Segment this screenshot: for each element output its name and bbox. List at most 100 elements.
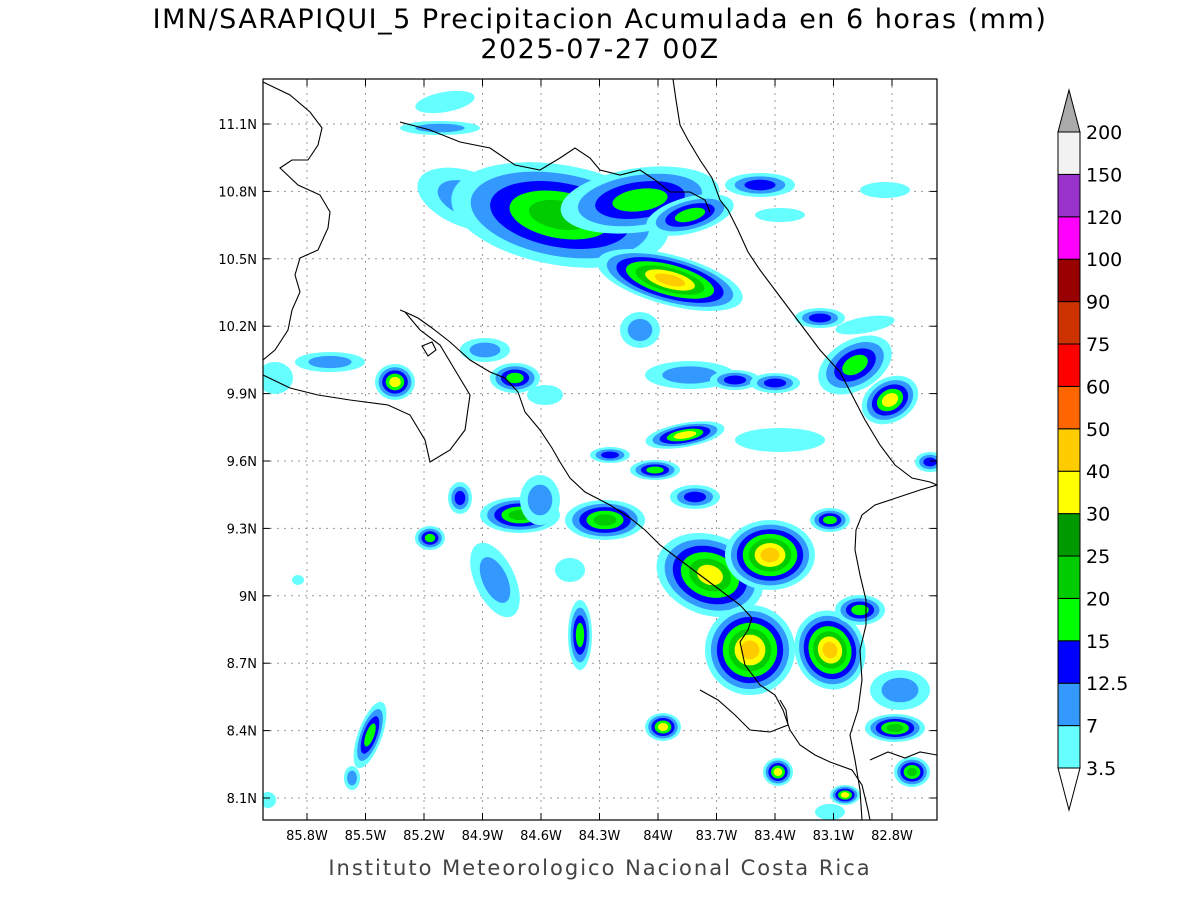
colorbar-swatch bbox=[1057, 301, 1081, 345]
precip-cell bbox=[773, 768, 783, 776]
colorbar-label: 20 bbox=[1086, 588, 1110, 610]
precip-cell bbox=[593, 514, 617, 526]
precip-cell bbox=[815, 804, 845, 820]
precip-cell bbox=[347, 770, 357, 786]
precip-cell bbox=[527, 385, 563, 405]
colorbar-label: 120 bbox=[1086, 207, 1122, 229]
lon-tick-label: 85.8W bbox=[286, 829, 328, 844]
precip-cell bbox=[424, 533, 436, 543]
lat-tick-label: 8.7N bbox=[227, 657, 257, 672]
gulf-of-nicoya-coast bbox=[404, 311, 871, 820]
precip-cell bbox=[415, 90, 475, 114]
longitude-axis: 85.8W 85.5W 85.2W 84.9W 84.6W 84.3W 84W 83.7W 83… bbox=[286, 79, 913, 844]
lon-tick-label: 84.3W bbox=[579, 829, 621, 844]
precip-cell bbox=[744, 179, 776, 191]
lat-tick-label: 10.2N bbox=[218, 320, 257, 335]
lon-tick-label: 84.9W bbox=[462, 829, 504, 844]
lon-tick-label: 84W bbox=[643, 829, 673, 844]
lat-tick-label: 8.1N bbox=[227, 792, 257, 807]
precipitation-field bbox=[263, 90, 937, 820]
nicoya-peninsula-coast bbox=[263, 309, 471, 463]
nicaragua-coastline bbox=[263, 81, 331, 361]
chart-title: IMN/SARAPIQUI_5 Precipitacion Acumulada … bbox=[152, 4, 1048, 35]
osa-peninsula-coast bbox=[699, 689, 789, 733]
colorbar-swatch bbox=[1057, 597, 1081, 642]
precip-cell bbox=[415, 123, 465, 133]
lat-tick-label: 8.4N bbox=[227, 725, 257, 740]
island-outline bbox=[421, 341, 437, 357]
precip-cell bbox=[646, 466, 664, 474]
colorbar-label: 25 bbox=[1086, 546, 1110, 568]
precip-cell bbox=[389, 376, 401, 388]
precip-cell bbox=[840, 792, 850, 798]
lon-tick-label: 83.7W bbox=[696, 829, 738, 844]
precip-cell bbox=[479, 557, 511, 603]
precip-cell bbox=[860, 182, 910, 198]
precip-cell bbox=[654, 273, 686, 287]
precip-cell bbox=[662, 366, 718, 384]
colorbar-label: 40 bbox=[1086, 461, 1110, 483]
lon-tick-label: 83.4W bbox=[754, 829, 796, 844]
precip-cell bbox=[735, 428, 825, 452]
precip-cell bbox=[575, 622, 585, 648]
precip-cell bbox=[760, 547, 780, 563]
precip-cell bbox=[308, 355, 352, 369]
colorbar-swatch bbox=[1057, 385, 1081, 430]
lat-tick-label: 9.9N bbox=[227, 388, 257, 403]
colorbar-min-arrow bbox=[1057, 767, 1081, 812]
precip-cell bbox=[835, 315, 895, 335]
precip-cell bbox=[292, 575, 304, 585]
lon-tick-label: 85.2W bbox=[403, 829, 445, 844]
precip-cell bbox=[469, 342, 501, 358]
colorbar-label: 30 bbox=[1086, 504, 1110, 526]
lat-tick-label: 10.8N bbox=[218, 185, 257, 200]
colorbar-label: 75 bbox=[1086, 334, 1110, 356]
precip-cell bbox=[657, 723, 669, 731]
colorbar-swatch bbox=[1057, 343, 1081, 387]
lon-tick-label: 82.8W bbox=[871, 829, 913, 844]
precip-cell bbox=[881, 393, 899, 407]
colorbar-label: 3.5 bbox=[1086, 758, 1116, 780]
lon-tick-label: 84.6W bbox=[520, 829, 562, 844]
colorbar-label: 100 bbox=[1086, 249, 1122, 271]
nicaragua-lake-shore bbox=[399, 121, 711, 213]
colorbar-legend: 3.5 7 12.5 15 20 25 30 40 50 60 75 90 100 120 150 200 bbox=[1057, 88, 1128, 812]
colorbar-label: 150 bbox=[1086, 164, 1122, 186]
precip-cell bbox=[906, 767, 918, 777]
lon-tick-label: 85.5W bbox=[345, 829, 387, 844]
precip-cell bbox=[822, 641, 838, 659]
colorbar-swatch bbox=[1057, 470, 1081, 515]
colorbar-max-arrow bbox=[1057, 88, 1081, 133]
colorbar-swatch bbox=[1057, 258, 1081, 303]
panama-coast-south bbox=[869, 751, 937, 761]
colorbar-label: 7 bbox=[1086, 716, 1098, 738]
precip-cell bbox=[601, 451, 619, 459]
precip-cell bbox=[842, 354, 868, 376]
colorbar-swatch bbox=[1057, 725, 1081, 769]
precip-cell bbox=[683, 491, 707, 503]
caribbean-coastline bbox=[672, 79, 937, 486]
colorbar-swatch bbox=[1057, 131, 1081, 175]
colorbar-label: 50 bbox=[1086, 419, 1110, 441]
coastlines bbox=[263, 79, 937, 820]
colorbar-label: 200 bbox=[1086, 122, 1122, 144]
precip-cell bbox=[755, 208, 805, 222]
colorbar-swatch bbox=[1057, 513, 1081, 557]
lat-tick-label: 11.1N bbox=[218, 118, 257, 133]
precip-cell bbox=[364, 723, 376, 747]
lat-tick-label: 9.6N bbox=[227, 455, 257, 470]
lat-tick-label: 9N bbox=[239, 590, 257, 605]
colorbar-swatch bbox=[1057, 173, 1081, 218]
lat-tick-label: 10.5N bbox=[218, 253, 257, 268]
precip-cell bbox=[527, 484, 553, 516]
precip-cell bbox=[454, 490, 466, 506]
colorbar-label: 15 bbox=[1086, 631, 1110, 653]
precip-cell bbox=[674, 207, 706, 223]
precip-cell bbox=[923, 457, 937, 467]
precip-cell bbox=[823, 515, 837, 525]
costa-rica-panama-border bbox=[849, 484, 937, 820]
precip-cell bbox=[612, 188, 668, 212]
colorbar-label: 60 bbox=[1086, 376, 1110, 398]
precip-cell bbox=[263, 792, 276, 808]
